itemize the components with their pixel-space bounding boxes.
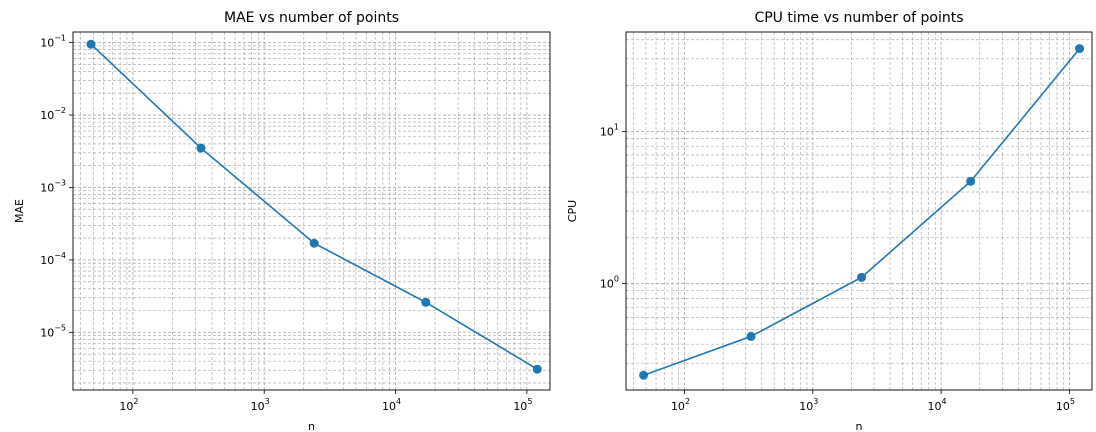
x-tick-label: 104 xyxy=(382,397,401,413)
data-point xyxy=(857,272,867,282)
x-axis-label: n xyxy=(856,420,863,432)
data-point xyxy=(1075,44,1085,54)
x-tick-label: 104 xyxy=(928,397,947,413)
x-tick-label: 102 xyxy=(119,397,138,413)
y-tick-label: 10−2 xyxy=(40,106,66,122)
x-tick-label: 105 xyxy=(513,397,532,413)
chart-title: MAE vs number of points xyxy=(224,10,399,26)
grid-cpu xyxy=(626,32,1092,391)
x-axis-label: n xyxy=(308,420,315,432)
axes-frame xyxy=(72,31,551,391)
x-tick-label: 105 xyxy=(1056,397,1075,413)
x-tick-label: 103 xyxy=(799,397,818,413)
x-tick-label: 103 xyxy=(251,397,270,413)
y-tick-label: 100 xyxy=(600,275,619,291)
grid-mae xyxy=(73,32,550,390)
y-tick-label: 10−3 xyxy=(40,178,66,194)
chart-title: CPU time vs number of points xyxy=(754,10,963,26)
y-tick-label: 101 xyxy=(600,122,619,138)
y-axis-label: MAE xyxy=(13,199,26,223)
data-point xyxy=(421,297,431,307)
data-point xyxy=(196,143,206,153)
series-line xyxy=(643,48,1081,377)
data-point xyxy=(86,39,96,49)
data-point xyxy=(746,331,756,341)
y-tick-label: 10−5 xyxy=(40,323,66,339)
axes-cpu: CPU time vs number of points n CPU 102 103 10… xyxy=(566,10,1093,432)
axes-mae: MAE vs number of points n MAE 102 103 104 105 1… xyxy=(13,10,551,432)
y-tick-label: 10−1 xyxy=(40,34,66,50)
y-tick-label: 10−4 xyxy=(40,251,66,267)
axes-frame xyxy=(625,31,1093,391)
y-axis-label: CPU xyxy=(566,200,579,222)
x-tick-label: 102 xyxy=(671,397,690,413)
data-point xyxy=(639,370,649,380)
data-point xyxy=(532,364,542,374)
data-point xyxy=(309,238,319,248)
data-point xyxy=(966,176,976,186)
